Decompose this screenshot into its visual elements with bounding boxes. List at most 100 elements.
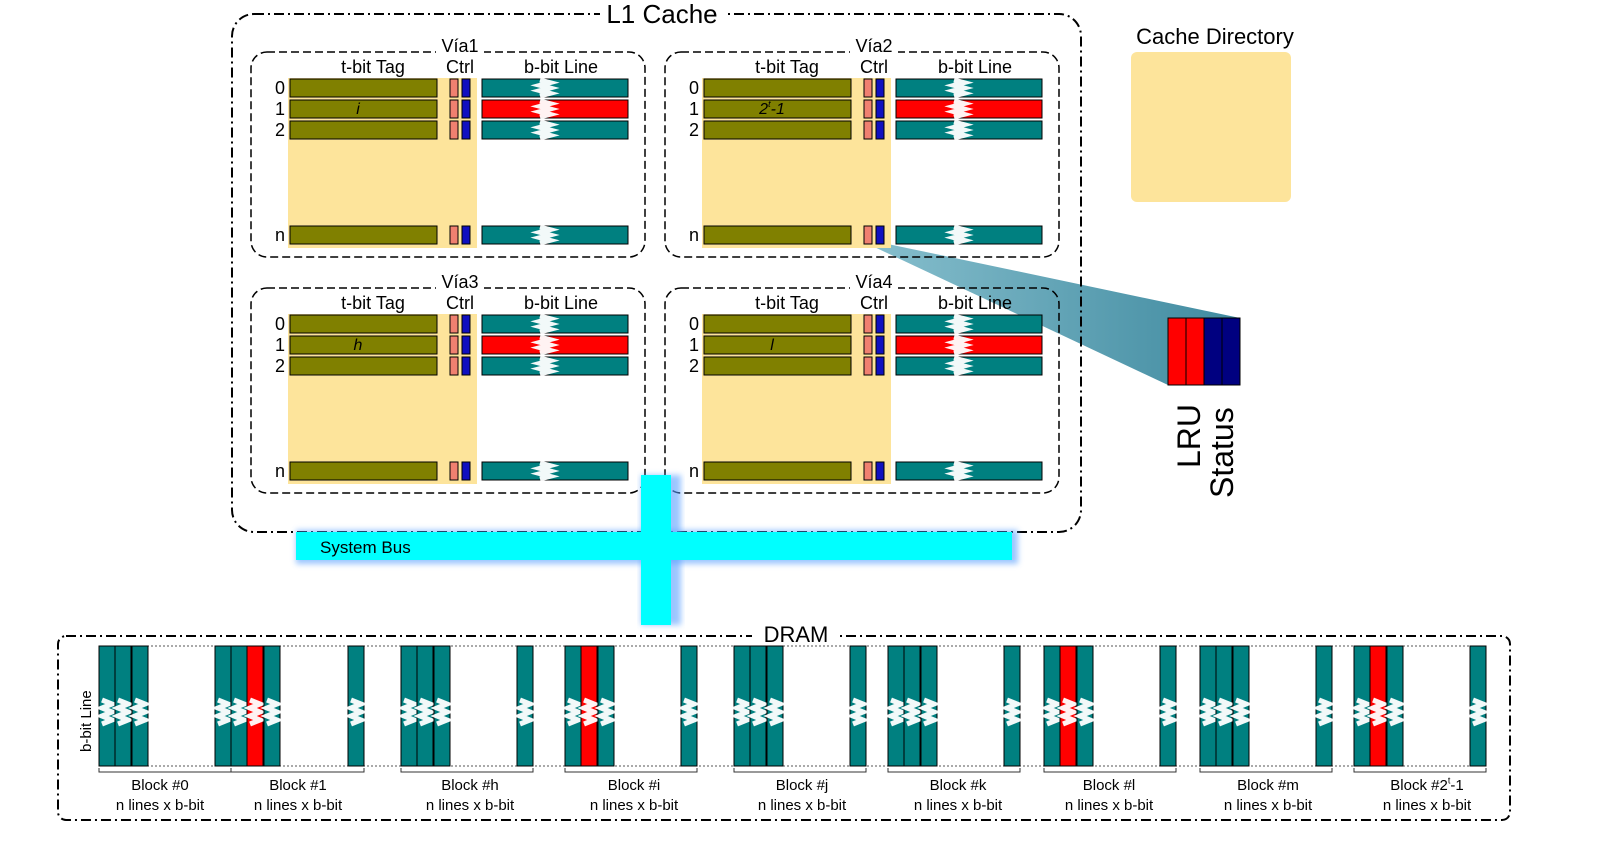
dram-block: Block #l n lines x b-bit	[1040, 645, 1180, 814]
way-title-bg	[436, 274, 484, 294]
line-break-mark	[1196, 697, 1220, 727]
tag-value: i	[356, 101, 360, 118]
row-index-label: 2	[275, 120, 285, 140]
col-line-header: b-bit Line	[524, 57, 598, 77]
line-break-mark	[530, 334, 560, 356]
line-break-mark	[1040, 697, 1064, 727]
line-break-mark	[561, 697, 585, 727]
cache-way: Vía4 t-bit Tag Ctrl b-bit Line 01 l 2 n	[664, 272, 1060, 494]
status-bits	[461, 120, 471, 140]
lru-bits	[449, 99, 459, 119]
block-brace	[1353, 768, 1487, 773]
block-label: Block #m	[1237, 777, 1299, 794]
line-break-mark	[1156, 697, 1180, 727]
dram-frame	[57, 635, 1511, 821]
line-break-mark	[530, 313, 560, 335]
block-size-label: n lines x b-bit	[254, 797, 343, 814]
lru-bits	[449, 78, 459, 98]
status-bits	[875, 78, 885, 98]
status-bits	[875, 356, 885, 376]
line-break-mark	[594, 697, 618, 727]
lru-bits	[863, 335, 873, 355]
line-break-mark	[344, 697, 368, 727]
block-label: Block #k	[930, 777, 987, 794]
dram-title: DRAM	[764, 622, 829, 647]
row-index-label: 2	[689, 356, 699, 376]
line-break-mark	[944, 460, 974, 482]
status-bits	[875, 314, 885, 334]
line-break-mark	[397, 697, 421, 727]
line-break-mark	[763, 697, 787, 727]
block-size-label: n lines x b-bit	[116, 797, 205, 814]
tag-field	[703, 461, 852, 481]
col-line-header: b-bit Line	[524, 293, 598, 313]
cache-way: Vía2 t-bit Tag Ctrl b-bit Line 01 2t-1 2 n	[664, 36, 1060, 258]
line-break-mark	[1383, 697, 1407, 727]
row-index-label: 1	[689, 99, 699, 119]
line-break-mark	[243, 697, 267, 727]
status-bits	[461, 335, 471, 355]
lru-bits	[863, 314, 873, 334]
line-break-mark	[95, 697, 119, 727]
tag-field	[703, 99, 852, 119]
block-label: Block #2t-1	[1390, 775, 1463, 794]
status-label: Status	[1204, 407, 1240, 498]
block-brace	[733, 768, 867, 773]
block-size-label: n lines x b-bit	[1383, 797, 1472, 814]
status-bits	[875, 120, 885, 140]
col-tag-header: t-bit Tag	[341, 57, 405, 77]
lru-bits	[449, 335, 459, 355]
tag-field	[289, 461, 438, 481]
line-break-mark	[260, 697, 284, 727]
tag-value: h	[354, 337, 363, 354]
row-index-label: 0	[689, 314, 699, 334]
row-index-label: n	[275, 225, 285, 245]
block-size-label: n lines x b-bit	[1065, 797, 1154, 814]
line-break-mark	[530, 224, 560, 246]
tag-field	[289, 225, 438, 245]
lru-bits	[863, 356, 873, 376]
way-title-bg	[436, 38, 484, 58]
line-break-mark	[1350, 697, 1374, 727]
col-tag-header: t-bit Tag	[341, 293, 405, 313]
row-index-label: 2	[275, 356, 285, 376]
line-break-mark	[530, 98, 560, 120]
way-title: Vía3	[441, 272, 478, 292]
status-bits	[461, 314, 471, 334]
block-size-label: n lines x b-bit	[1224, 797, 1313, 814]
dram-block: Block #k n lines x b-bit	[884, 645, 1024, 814]
line-break-mark	[900, 697, 924, 727]
status-bits	[461, 356, 471, 376]
col-ctrl-header: Ctrl	[860, 293, 888, 313]
col-ctrl-header: Ctrl	[860, 57, 888, 77]
line-break-mark	[846, 697, 870, 727]
l1-cache-title: L1 Cache	[606, 0, 717, 29]
tag-field	[289, 335, 438, 355]
tag-field	[289, 314, 438, 334]
col-tag-header: t-bit Tag	[755, 57, 819, 77]
way-title-bg	[850, 274, 898, 294]
tag-field	[289, 78, 438, 98]
dram-block: Block #1 n lines x b-bit	[227, 645, 368, 814]
lru-bits	[863, 120, 873, 140]
line-break-mark	[530, 460, 560, 482]
lru-bits	[863, 99, 873, 119]
row-index-label: n	[275, 461, 285, 481]
row-index-label: 1	[689, 335, 699, 355]
block-label: Block #1	[269, 777, 327, 794]
way-title: Vía1	[441, 36, 478, 56]
tag-field	[703, 225, 852, 245]
line-break-mark	[944, 313, 974, 335]
row-index-label: 2	[689, 120, 699, 140]
line-break-mark	[211, 697, 235, 727]
ctrl-zoom-projection	[868, 244, 1240, 385]
row-index-label: 1	[275, 335, 285, 355]
block-label: Block #h	[441, 777, 499, 794]
line-break-mark	[677, 697, 701, 727]
lru-bits	[449, 461, 459, 481]
lru-bits	[863, 461, 873, 481]
tag-field	[289, 356, 438, 376]
lru-bit	[1167, 317, 1187, 386]
status-bit	[1221, 317, 1241, 386]
